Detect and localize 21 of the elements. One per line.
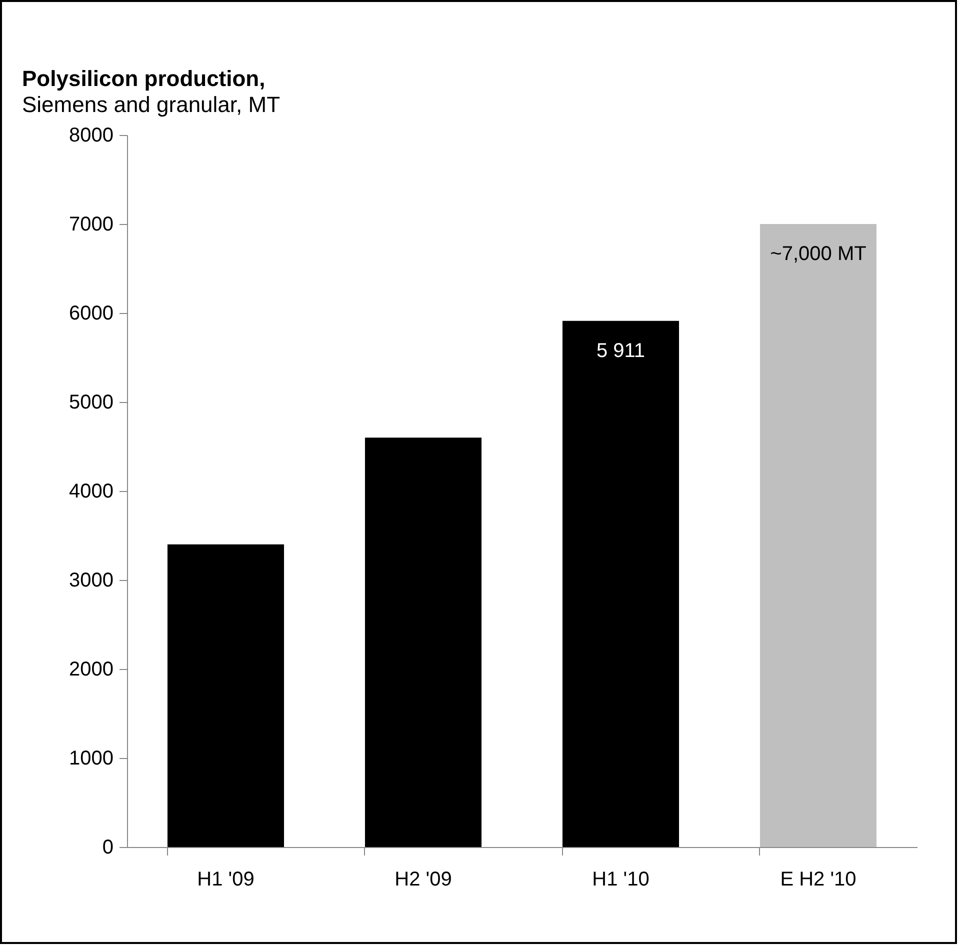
y-tick-label: 7000 xyxy=(69,214,114,236)
y-tick-label: 1000 xyxy=(69,748,114,770)
data-label: 5 911 xyxy=(596,340,646,362)
x-tick-label: H2 '09 xyxy=(394,868,452,890)
y-tick-label: 6000 xyxy=(69,302,114,324)
x-tick-label: H1 '10 xyxy=(592,868,650,890)
chart-title: Polysilicon production, xyxy=(22,66,266,91)
y-tick-label: 4000 xyxy=(69,480,114,502)
bar xyxy=(167,544,284,847)
y-tick-label: 0 xyxy=(102,836,114,858)
bar xyxy=(364,438,482,847)
bar xyxy=(760,224,877,847)
data-label: ~7,000 MT xyxy=(770,243,866,265)
y-tick-label: 8000 xyxy=(69,124,114,146)
y-tick-label: 5000 xyxy=(69,392,114,414)
bar xyxy=(562,320,680,847)
x-tick-label: H1 '09 xyxy=(197,868,254,890)
chart-subtitle: Siemens and granular, MT xyxy=(22,92,280,117)
y-tick-label: 2000 xyxy=(69,658,114,680)
x-tick-label: E H2 '10 xyxy=(780,868,856,890)
y-tick-label: 3000 xyxy=(69,570,114,592)
